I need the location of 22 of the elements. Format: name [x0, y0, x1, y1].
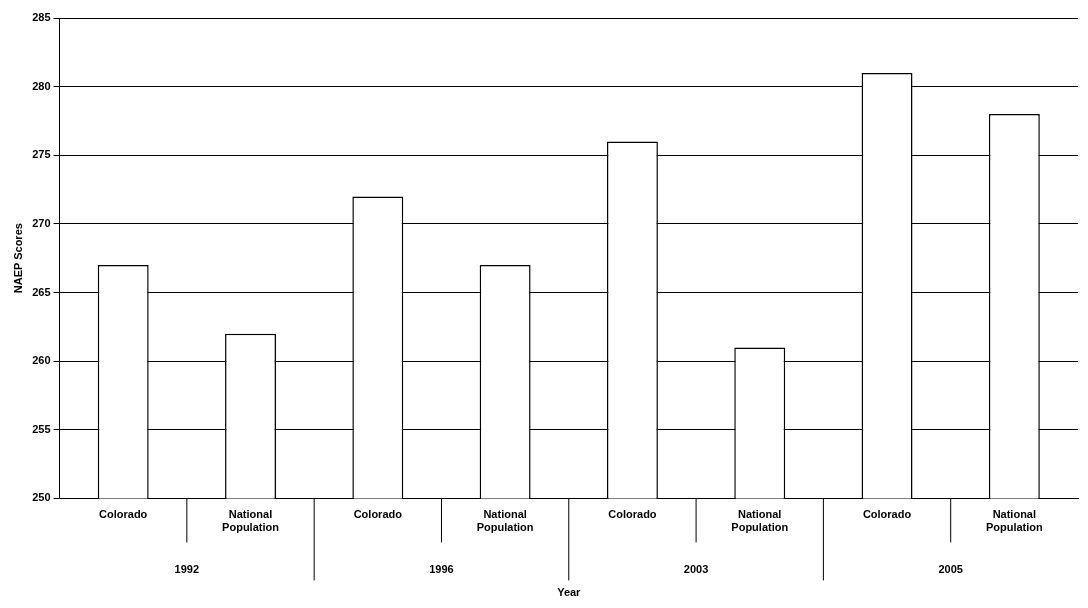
y-tick-label: 265: [32, 285, 51, 298]
x-tick-label: Colorado: [608, 508, 657, 521]
y-tick-label: 250: [32, 491, 51, 504]
text: 2003: [683, 563, 709, 576]
x-tick-label: National Population: [476, 508, 534, 534]
y-tick-label: 260: [32, 354, 51, 367]
text: 2005: [938, 563, 963, 576]
y-tick-label: 270: [32, 216, 51, 229]
y-tick-label: 285: [32, 11, 51, 24]
x-tick-label: National Population: [985, 508, 1044, 534]
x-axis-title: Year: [557, 586, 582, 599]
x-tick-label: Colorado: [99, 508, 148, 521]
y-tick-label: 275: [32, 148, 51, 161]
y-tick-label: 280: [32, 79, 51, 92]
x-tick-label: Colorado: [353, 508, 403, 521]
y-axis-title: NAEP Scores: [11, 223, 24, 294]
x-tick-label: Colorado: [862, 508, 912, 521]
x-tick-label: National Population: [222, 508, 280, 534]
text: 1992: [174, 563, 200, 576]
x-tick-label: National Population: [731, 508, 789, 534]
text: 1996: [429, 563, 454, 576]
y-tick-label: 255: [32, 422, 51, 435]
